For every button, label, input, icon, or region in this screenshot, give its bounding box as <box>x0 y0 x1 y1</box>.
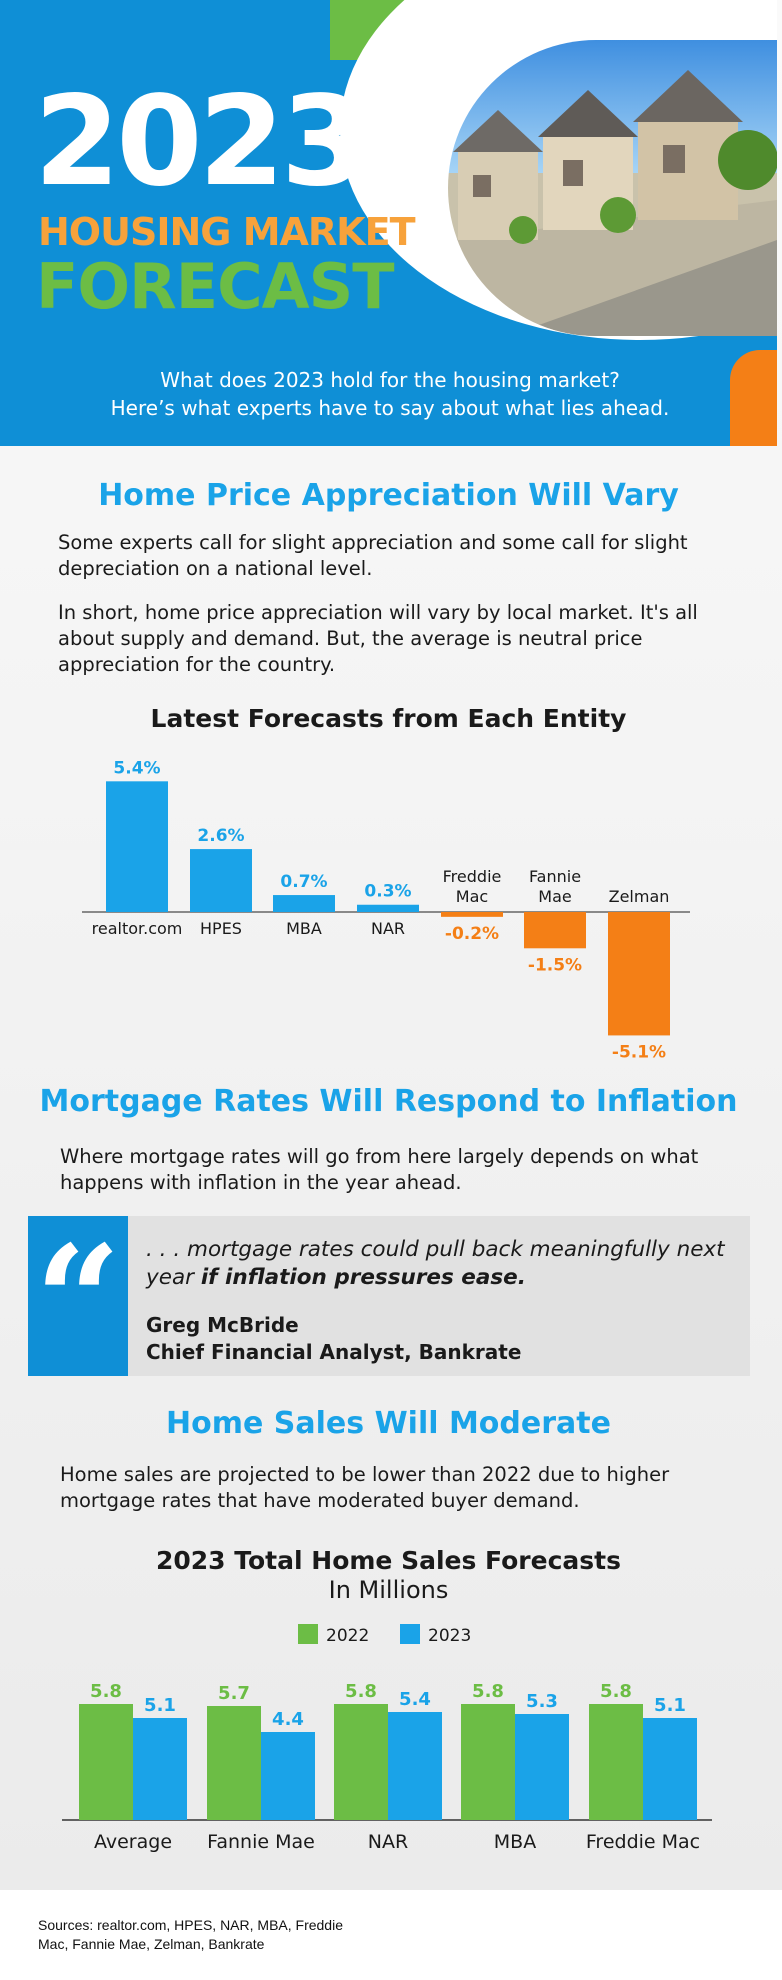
section-price-para-2: In short, home price appreciation will v… <box>58 601 698 676</box>
section-sales-para: Home sales are projected to be lower tha… <box>60 1463 670 1512</box>
header-banner: 2023 HOUSING MARKET FORECAST What does 2… <box>0 0 777 446</box>
quote-box <box>28 1216 750 1376</box>
chart2-bar <box>207 1706 261 1820</box>
intro-line-1: What does 2023 hold for the housing mark… <box>160 368 620 392</box>
orange-accent-tab <box>730 350 777 446</box>
chart2-value-label: 5.8 <box>345 1681 377 1702</box>
quote-author-name: Greg McBride <box>146 1313 299 1337</box>
chart1-value-label: 5.4% <box>113 758 160 778</box>
chart2-value-label: 5.8 <box>90 1681 122 1702</box>
chart1-bar <box>106 781 168 912</box>
home-sales-bar-chart: 2022 2023 5.8 5.1 Average 5.7 4.4 Fannie Mae 5.8… <box>62 1624 712 1853</box>
section-mortgage-para: Where mortgage rates will go from here l… <box>60 1145 699 1194</box>
quote-author-role: Chief Financial Analyst, Bankrate <box>146 1340 522 1364</box>
chart1-value-label: -0.2% <box>445 924 499 944</box>
quote-mark-icon: “ <box>34 1213 122 1389</box>
chart1-value-label: -1.5% <box>528 955 582 975</box>
chart2-value-label: 5.8 <box>600 1681 632 1702</box>
chart2-category-label: Average <box>94 1831 172 1853</box>
chart2-value-label: 5.3 <box>526 1691 558 1712</box>
title-line-housing-market: HOUSING MARKET <box>38 210 416 254</box>
houses-illustration <box>448 70 777 336</box>
chart2-legend-label: 2023 <box>428 1626 471 1646</box>
title-line-forecast: FORECAST <box>36 250 395 323</box>
chart1-category-label: NAR <box>371 919 405 938</box>
chart1-value-label: 0.7% <box>280 872 327 892</box>
chart1-bar <box>190 849 252 912</box>
chart2-value-label: 5.8 <box>472 1681 504 1702</box>
section-price-para-1: Some experts call for slight appreciatio… <box>58 531 688 580</box>
chart2-category-label: NAR <box>368 1831 408 1853</box>
quote-attribution: Greg McBride Chief Financial Analyst, Ba… <box>146 1312 521 1366</box>
section-heading-sales: Home Sales Will Moderate <box>166 1406 611 1441</box>
chart2-value-label: 5.1 <box>144 1695 176 1716</box>
chart1-bar <box>608 912 670 1036</box>
chart1-category-label: Zelman <box>609 887 670 906</box>
chart1-bar <box>273 895 335 912</box>
sources-footer <box>0 1890 782 1980</box>
chart2-bar <box>515 1714 569 1820</box>
chart2-value-label: 5.4 <box>399 1689 431 1710</box>
chart1-value-label: -5.1% <box>612 1042 666 1062</box>
quote-icon-box <box>28 1216 128 1376</box>
chart2-title: 2023 Total Home Sales Forecasts <box>155 1546 621 1575</box>
chart1-value-label: 0.3% <box>364 882 411 902</box>
chart1-title: Latest Forecasts from Each Entity <box>150 704 627 733</box>
chart1-category-label: Fannie <box>529 867 581 886</box>
chart1-bar <box>441 912 503 917</box>
section-heading-price: Home Price Appreciation Will Vary <box>98 478 679 513</box>
quote-text-emphasis: if inflation pressures ease. <box>200 1265 526 1290</box>
chart1-category-label: Freddie <box>443 867 502 886</box>
year-heading: 2023 <box>34 70 367 214</box>
chart2-value-label: 5.7 <box>218 1683 250 1704</box>
chart1-category-label: Mac <box>456 887 488 906</box>
chart2-bar <box>461 1704 515 1820</box>
sources-text: Sources: realtor.com, HPES, NAR, MBA, Fr… <box>38 1917 343 1952</box>
chart1-category-label: HPES <box>200 919 242 938</box>
chart2-bar <box>261 1732 315 1820</box>
chart2-category-label: Freddie Mac <box>586 1831 700 1853</box>
intro-line-2: Here’s what experts have to say about wh… <box>110 396 670 420</box>
chart2-bar <box>643 1718 697 1820</box>
houses-photo <box>448 40 777 336</box>
quote-text-main: . . . mortgage rates could pull back mea… <box>146 1237 725 1290</box>
chart2-bar <box>79 1704 133 1820</box>
chart1-category-label: Mae <box>538 887 571 906</box>
chart1-bar <box>357 904 419 912</box>
chart2-bar <box>388 1712 442 1820</box>
intro-text: What does 2023 hold for the housing mark… <box>80 366 700 422</box>
chart1-category-label: MBA <box>286 919 322 938</box>
chart2-value-label: 5.1 <box>654 1695 686 1716</box>
chart1-category-label: realtor.com <box>92 919 183 938</box>
chart2-bar <box>334 1704 388 1820</box>
chart2-legend-label: 2022 <box>326 1626 369 1646</box>
chart2-bar <box>589 1704 643 1820</box>
chart2-subtitle: In Millions <box>328 1576 449 1604</box>
chart1-value-label: 2.6% <box>197 826 244 846</box>
chart2-category-label: Fannie Mae <box>207 1831 315 1853</box>
chart2-legend-swatch <box>400 1624 420 1644</box>
chart2-bar <box>133 1718 187 1820</box>
section-heading-mortgage: Mortgage Rates Will Respond to Inflation <box>39 1084 738 1119</box>
forecast-bar-chart: 5.4% realtor.com 2.6% HPES 0.7% MBA 0.3% NAR -0.… <box>82 758 690 1062</box>
chart2-value-label: 4.4 <box>272 1709 304 1730</box>
quote-text: . . . mortgage rates could pull back mea… <box>146 1236 736 1292</box>
chart2-category-label: MBA <box>494 1831 536 1853</box>
chart1-bar <box>524 912 586 949</box>
chart2-legend-swatch <box>298 1624 318 1644</box>
